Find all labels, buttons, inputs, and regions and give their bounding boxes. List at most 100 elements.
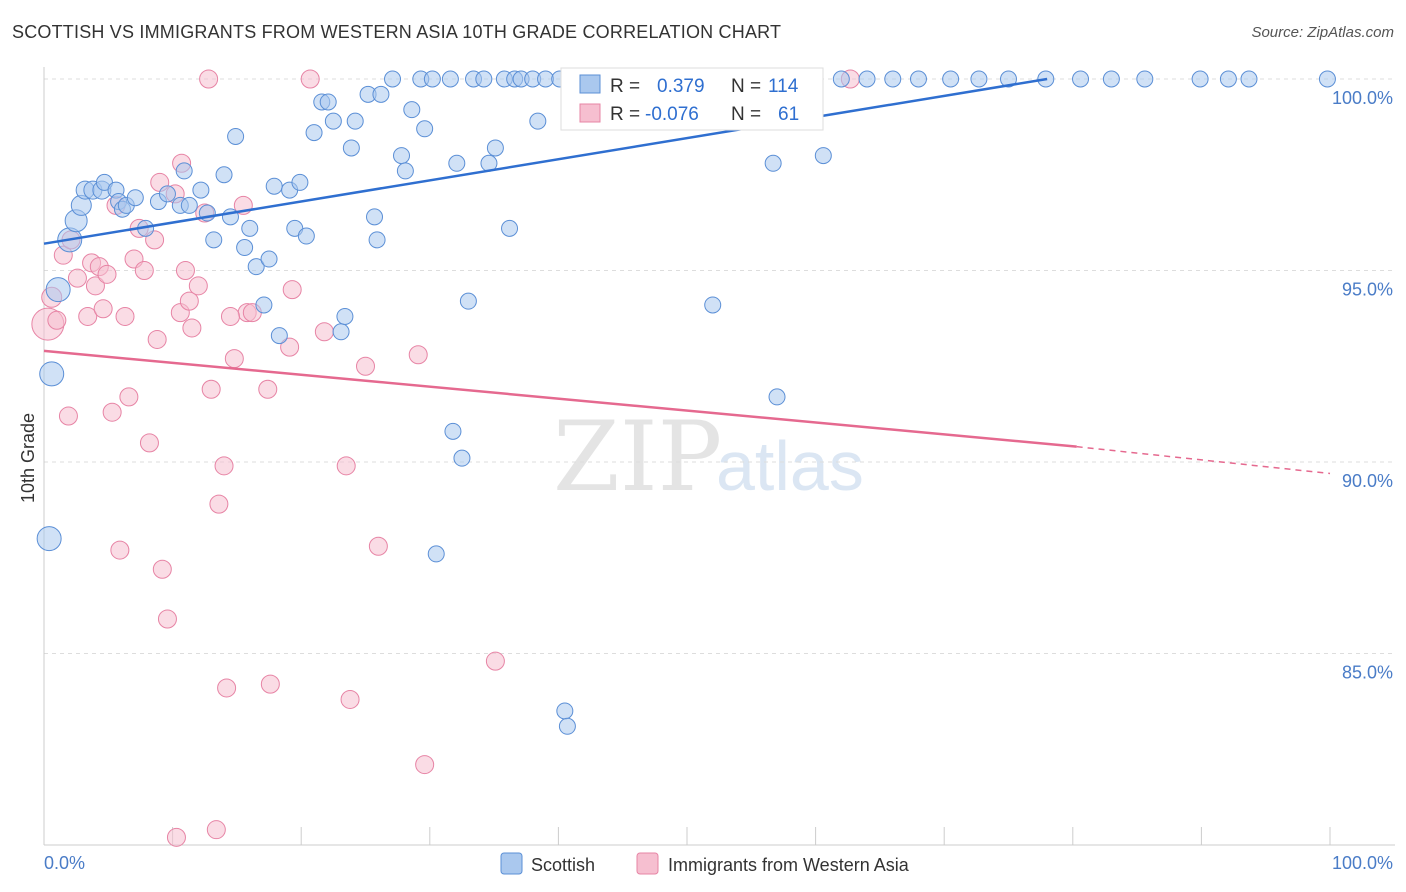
stats-n-label-1: N = — [731, 76, 761, 97]
immigrants-point — [67, 268, 87, 288]
stats-n-value-2: 61 — [778, 104, 799, 125]
scottish-point — [1000, 70, 1017, 88]
immigrants-point — [258, 379, 278, 399]
y-tick-label: 90.0% — [1342, 471, 1393, 491]
scottish-point — [324, 112, 342, 130]
legend-swatch-scottish — [500, 852, 523, 875]
scottish-point — [175, 162, 193, 180]
x-tick-label: 100.0% — [1332, 853, 1393, 873]
immigrants-point — [415, 755, 435, 775]
immigrants-point — [224, 349, 244, 369]
scottish-point — [342, 139, 360, 157]
scottish-point — [126, 189, 144, 207]
immigrants-point — [209, 494, 229, 514]
immigrants-point — [340, 689, 360, 709]
stats-r-label-1: R = — [610, 76, 640, 97]
immigrants-point — [260, 674, 280, 694]
scottish-point — [537, 70, 555, 88]
stats-r-value-1: 0.379 — [657, 76, 705, 97]
y-axis-label: 10th Grade — [18, 413, 38, 503]
y-tick-label: 100.0% — [1332, 88, 1393, 108]
scottish-point — [319, 93, 337, 111]
source-label: Source: ZipAtlas.com — [1251, 24, 1394, 41]
scottish-point — [227, 127, 245, 145]
immigrants-point — [93, 299, 113, 319]
legend: Scottish Immigrants from Western Asia — [500, 852, 910, 875]
scottish-point — [453, 449, 471, 467]
scottish-point — [205, 231, 223, 249]
scottish-point — [291, 173, 309, 191]
scottish-point — [768, 388, 786, 406]
immigrants-trend-extension — [1076, 445, 1331, 475]
immigrants-point — [201, 379, 221, 399]
immigrants-point — [85, 276, 105, 296]
scottish-point — [459, 292, 477, 310]
immigrants-trend-line — [43, 349, 1077, 448]
immigrants-point — [206, 820, 226, 840]
scottish-point — [332, 323, 350, 341]
scottish-point — [556, 702, 574, 720]
watermark-atlas: atlas — [716, 427, 864, 505]
scottish-point — [403, 101, 421, 119]
scottish-point — [384, 70, 402, 88]
immigrants-point — [139, 433, 159, 453]
scottish-point — [366, 208, 384, 226]
scottish-point — [372, 85, 390, 103]
scottish-point — [441, 70, 459, 88]
immigrants-point — [47, 310, 67, 330]
scottish-point — [1318, 70, 1336, 88]
stats-n-label-2: N = — [731, 104, 761, 125]
immigrants-point — [300, 69, 320, 89]
scottish-point — [704, 296, 722, 314]
stats-r-label-2: R = — [610, 104, 640, 125]
immigrants-point — [175, 261, 195, 280]
stats-box: R = 0.379 N = 114 R = -0.076 N = 61 — [560, 67, 824, 131]
immigrants-point — [147, 329, 167, 349]
watermark-zip: ZIP — [553, 401, 722, 513]
chart-title: SCOTTISH VS IMMIGRANTS FROM WESTERN ASIA… — [12, 22, 782, 42]
immigrants-point — [199, 69, 219, 89]
immigrants-point — [58, 406, 78, 426]
axes — [43, 67, 1395, 846]
scottish-point — [764, 154, 782, 172]
scottish-point — [884, 70, 902, 88]
immigrants-point — [356, 356, 375, 376]
scottish-point — [247, 258, 265, 276]
scottish-point — [336, 307, 354, 325]
scottish-point — [858, 70, 876, 88]
scottish-point — [297, 227, 315, 245]
scottish-point — [832, 70, 850, 88]
stats-n-value-1: 114 — [768, 76, 799, 97]
immigrants-point — [157, 609, 177, 629]
immigrants-point — [182, 318, 202, 338]
scottish-point — [305, 124, 323, 142]
scottish-point — [427, 545, 445, 563]
scottish-point — [475, 70, 493, 88]
scottish-point — [529, 112, 547, 130]
immigrants-point — [280, 337, 300, 357]
scottish-point — [396, 162, 414, 180]
immigrants-point — [217, 678, 237, 698]
scottish-point — [346, 112, 364, 130]
immigrants-point — [282, 280, 302, 300]
scottish-point — [1240, 70, 1258, 88]
scottish-point — [423, 70, 441, 88]
scottish-point — [814, 147, 832, 165]
legend-swatch-immigrants — [636, 852, 659, 875]
scottish-point — [1191, 70, 1209, 88]
scottish-trend-line — [43, 77, 1048, 245]
scottish-point — [501, 219, 519, 237]
stats-box-frame — [560, 67, 824, 131]
scottish-point — [241, 219, 259, 237]
scottish-point — [448, 154, 466, 172]
y-tick-label: 95.0% — [1342, 280, 1393, 300]
scottish-point — [1072, 70, 1090, 88]
scottish-point — [558, 717, 576, 735]
y-tick-label: 85.0% — [1342, 663, 1393, 683]
stats-r-value-2: -0.076 — [645, 104, 699, 125]
scottish-point — [970, 70, 988, 88]
scottish-point — [368, 231, 386, 249]
scottish-point — [260, 250, 278, 268]
scottish-point — [45, 277, 71, 303]
